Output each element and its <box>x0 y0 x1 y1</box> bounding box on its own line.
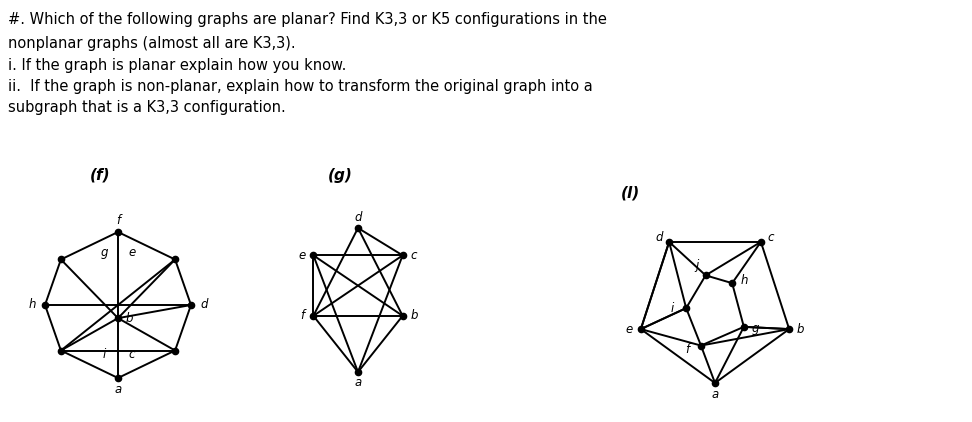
Text: f: f <box>116 214 121 227</box>
Text: c: c <box>768 231 775 244</box>
Text: d: d <box>354 211 362 224</box>
Text: ii.  If the graph is non-planar, explain how to transform the original graph int: ii. If the graph is non-planar, explain … <box>8 79 593 94</box>
Text: subgraph that is a K3,3 configuration.: subgraph that is a K3,3 configuration. <box>8 100 286 115</box>
Text: a: a <box>712 388 718 401</box>
Text: (l): (l) <box>620 185 640 200</box>
Text: e: e <box>298 249 305 262</box>
Text: (g): (g) <box>328 168 353 183</box>
Text: g: g <box>100 246 108 259</box>
Text: h: h <box>741 273 748 287</box>
Text: g: g <box>751 322 759 335</box>
Text: f: f <box>685 343 690 356</box>
Text: nonplanar graphs (almost all are K3,3).: nonplanar graphs (almost all are K3,3). <box>8 36 295 51</box>
Text: a: a <box>355 376 362 390</box>
Text: a: a <box>115 383 122 396</box>
Text: #. Which of the following graphs are planar? Find K3,3 or K5 configurations in t: #. Which of the following graphs are pla… <box>8 12 607 27</box>
Text: h: h <box>28 298 36 311</box>
Text: j: j <box>695 260 699 273</box>
Text: b: b <box>797 322 805 335</box>
Text: (f): (f) <box>89 168 110 183</box>
Text: d: d <box>655 231 663 244</box>
Text: e: e <box>626 322 633 335</box>
Text: b: b <box>410 309 418 322</box>
Text: i: i <box>102 348 106 361</box>
Text: i: i <box>671 302 674 315</box>
Text: i. If the graph is planar explain how you know.: i. If the graph is planar explain how yo… <box>8 58 346 73</box>
Text: c: c <box>411 249 417 262</box>
Text: d: d <box>200 298 208 311</box>
Text: e: e <box>128 246 135 259</box>
Text: f: f <box>299 309 304 322</box>
Text: c: c <box>128 348 135 361</box>
Text: b: b <box>126 311 133 325</box>
